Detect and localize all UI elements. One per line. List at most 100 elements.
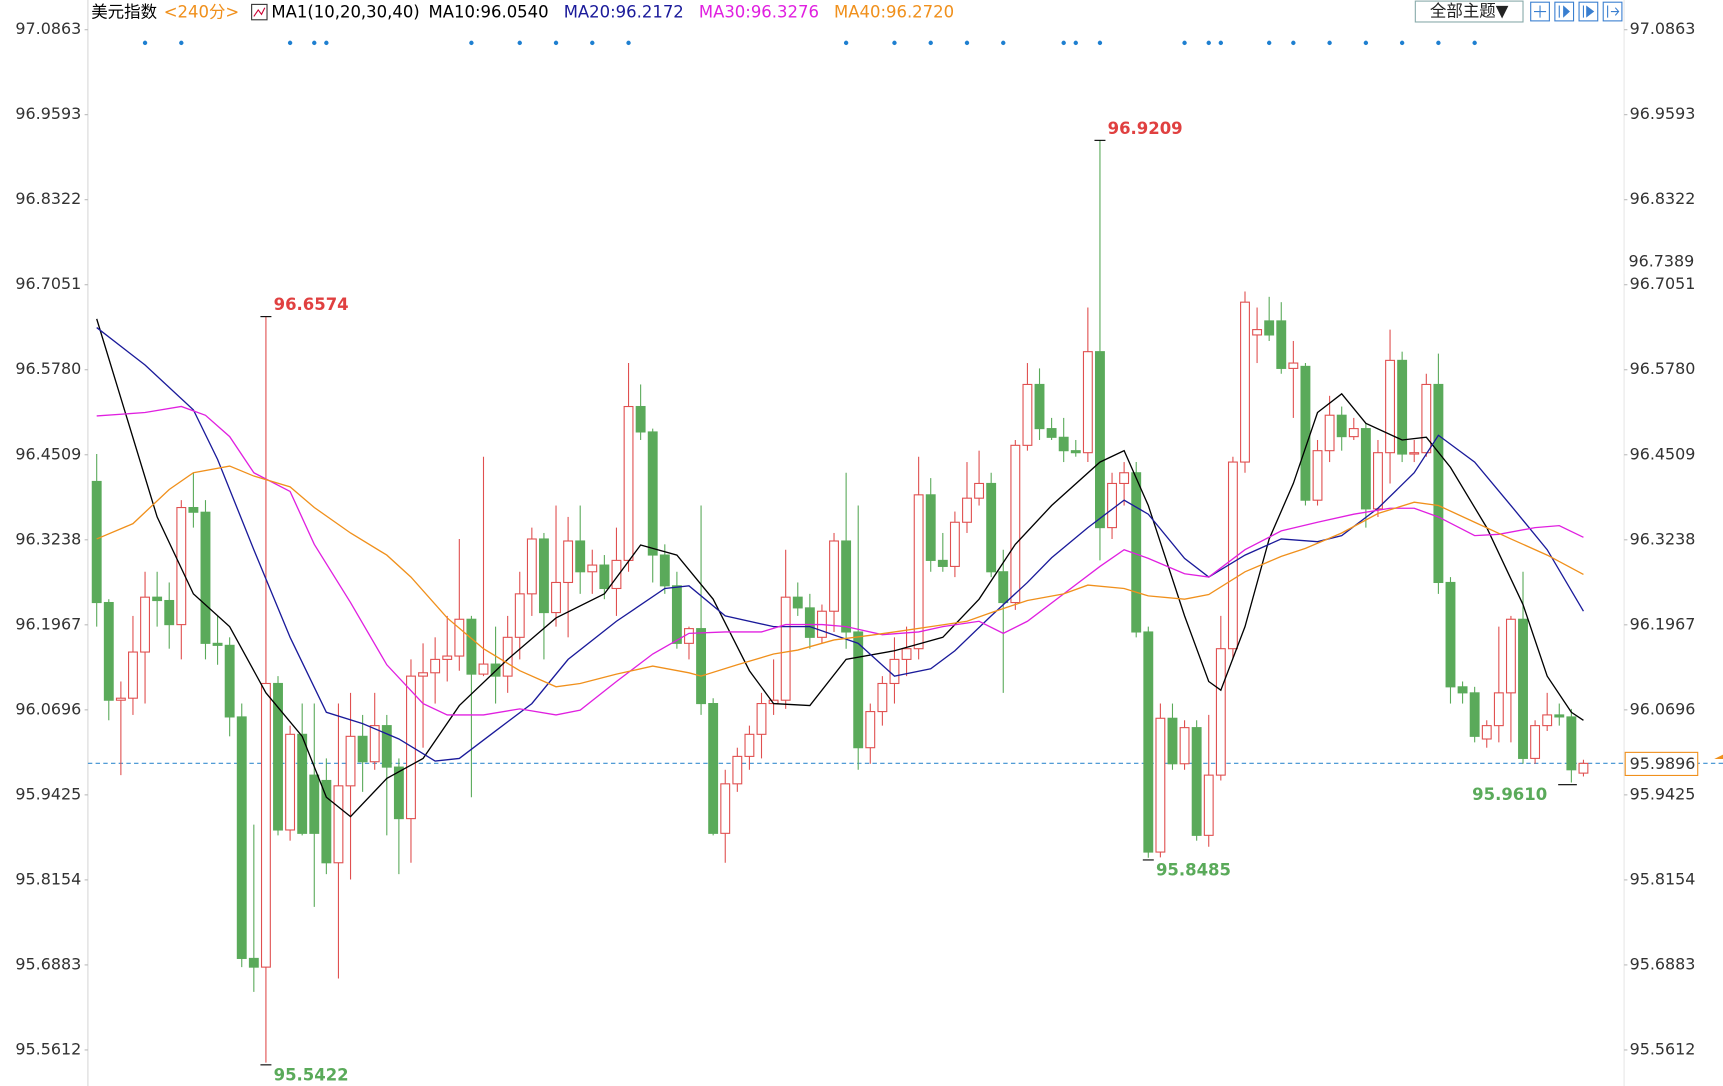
- y2-tick-label: 96.8322: [1630, 189, 1696, 208]
- candle-body: [176, 506, 187, 626]
- signal-dot: [626, 40, 631, 46]
- candle-body: [684, 628, 694, 644]
- candle-body: [829, 540, 839, 612]
- low-label: 95.9610: [1472, 785, 1547, 804]
- candle-body: [1481, 725, 1492, 740]
- candle-body: [393, 766, 404, 820]
- y-tick-label: 95.8154: [15, 869, 81, 888]
- signal-dot: [312, 40, 317, 46]
- legend-entry: MA20:96.2172: [564, 3, 684, 22]
- theme-button[interactable]: 全部主题▼: [1430, 2, 1509, 21]
- candle-body: [1312, 450, 1323, 501]
- candle-body: [381, 725, 392, 768]
- candle-body: [285, 733, 296, 831]
- candle-body: [1107, 482, 1117, 529]
- candle-body: [236, 716, 247, 959]
- last-price-label: 95.9896: [1630, 754, 1696, 773]
- candle-body: [1276, 320, 1287, 369]
- candle-body: [1046, 428, 1057, 438]
- candle-body: [937, 559, 948, 567]
- signal-dot: [1073, 40, 1078, 46]
- candle-body: [1324, 414, 1335, 452]
- tool-icon-glyph: [1582, 5, 1595, 18]
- candle-body: [1095, 351, 1105, 529]
- candle-body: [369, 725, 380, 763]
- candle-body: [1566, 716, 1577, 771]
- candle-body: [732, 755, 743, 785]
- candle-body: [1119, 472, 1130, 485]
- legend-entry: MA30:96.3276: [699, 3, 819, 22]
- candle-body: [962, 497, 972, 523]
- indicator-icon[interactable]: [251, 3, 268, 21]
- y-tick-label: 96.5780: [15, 359, 81, 378]
- y-tick-label: 96.7051: [15, 274, 81, 293]
- icon-line: [253, 7, 266, 17]
- candle-body: [1518, 618, 1528, 759]
- candle-body: [792, 596, 803, 609]
- y2-tick-label: 96.1967: [1630, 614, 1696, 633]
- signal-dot: [1436, 40, 1441, 46]
- high-label: 96.9209: [1108, 119, 1183, 138]
- candle-body: [1554, 714, 1565, 718]
- candle-body: [1288, 362, 1299, 369]
- candle-body: [91, 480, 102, 604]
- low-label: 95.5422: [274, 1065, 349, 1084]
- candle-body: [696, 628, 707, 705]
- signal-dot: [1472, 40, 1477, 46]
- candle-body: [587, 564, 598, 573]
- y-tick-label: 96.1967: [15, 614, 81, 633]
- ma-line: [96, 327, 1585, 762]
- candle-body: [430, 658, 441, 674]
- candle-body: [1034, 383, 1045, 430]
- signal-dot: [1266, 40, 1272, 46]
- candle-body: [1397, 359, 1408, 455]
- candle-body: [248, 957, 259, 968]
- y-tick-label: 96.0696: [15, 699, 81, 718]
- candle-body: [103, 601, 114, 701]
- candle-body: [599, 564, 610, 590]
- theme-button-frame[interactable]: [1414, 0, 1524, 23]
- signal-dot: [553, 40, 559, 46]
- candle-body: [877, 682, 888, 713]
- candle-body: [115, 697, 126, 701]
- candle-body: [188, 506, 199, 513]
- candle-body: [1264, 320, 1275, 336]
- candle-body: [1070, 450, 1081, 454]
- candle-body: [575, 540, 586, 573]
- candle-body: [442, 655, 453, 660]
- tool-icon-glyph: [1558, 5, 1570, 18]
- y2-tick-label: 96.3238: [1630, 529, 1696, 548]
- ma-line: [96, 405, 1584, 716]
- candle-body: [853, 631, 864, 749]
- candle-body: [986, 482, 997, 573]
- candle-body: [406, 675, 416, 820]
- candle-body: [1336, 414, 1347, 438]
- candle-body: [708, 703, 719, 834]
- candle-body: [152, 596, 163, 602]
- signal-dot: [964, 40, 970, 46]
- candle-body: [224, 644, 235, 718]
- signal-dot: [517, 40, 522, 46]
- y-tick-label: 96.9593: [15, 104, 81, 123]
- tool-icon-glyph: [1607, 5, 1620, 18]
- candle-body: [321, 779, 332, 864]
- signal-dot: [843, 40, 849, 46]
- last-price-box: [1624, 751, 1699, 776]
- candle-body: [925, 494, 936, 561]
- candle-body: [563, 540, 574, 584]
- candle-body: [1179, 727, 1190, 765]
- candle-body: [526, 538, 537, 595]
- candle-body: [1421, 383, 1432, 454]
- high-label: 96.6574: [274, 295, 349, 314]
- signal-dot: [1327, 40, 1332, 46]
- y2-tick-label: 97.0863: [1630, 19, 1696, 38]
- candle-body: [611, 559, 622, 590]
- y-tick-label: 97.0863: [15, 19, 81, 38]
- candle-body: [1058, 436, 1069, 452]
- candle-body: [345, 735, 356, 787]
- candle-body: [1215, 648, 1226, 776]
- y2-tick-label: 96.4509: [1630, 444, 1696, 463]
- period-selector[interactable]: <240分>: [164, 3, 240, 22]
